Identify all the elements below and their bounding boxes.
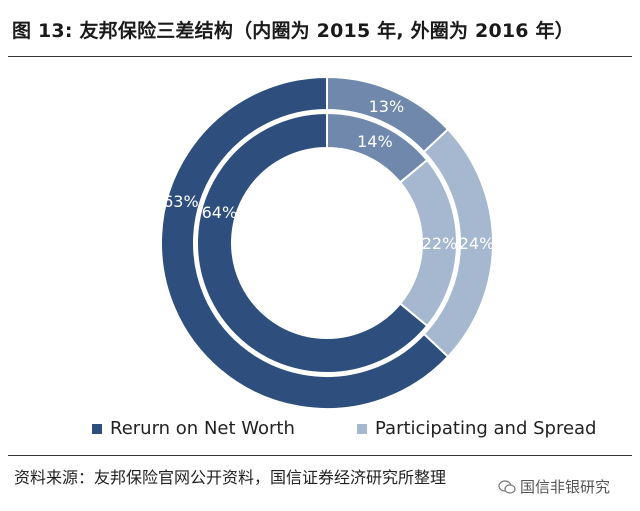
ring-separator	[194, 110, 460, 376]
legend-label-return-on-net-worth: Rerurn on Net Worth	[110, 418, 295, 439]
outer-ring-label-2: 13%	[369, 97, 405, 116]
title-divider	[8, 56, 632, 57]
chart-title: 图 13: 友邦保险三差结构（内圈为 2015 年, 外圈为 2016 年）	[12, 20, 574, 42]
footer-divider	[8, 455, 632, 456]
source-note: 资料来源：友邦保险官网公开资料，国信证券经济研究所整理	[14, 468, 447, 487]
legend-item-return-on-net-worth: Rerurn on Net Worth	[92, 418, 295, 439]
legend-swatch-return-on-net-worth	[92, 423, 102, 434]
wechat-icon	[498, 479, 516, 494]
inner-ring-label-0: 64%	[202, 203, 238, 222]
watermark: 国信非银研究	[498, 476, 610, 497]
inner-ring-label-1: 22%	[422, 234, 458, 253]
legend: Rerurn on Net Worth Participating and Sp…	[0, 418, 640, 444]
watermark-text: 国信非银研究	[520, 478, 611, 496]
legend-label-participating-and-spread: Participating and Spread	[375, 418, 597, 439]
inner-ring-slice-0	[196, 111, 429, 374]
inner-ring-label-2: 14%	[357, 132, 393, 151]
legend-swatch-participating-and-spread	[357, 423, 367, 434]
outer-ring-label-0: 63%	[163, 192, 199, 211]
legend-item-participating-and-spread: Participating and Spread	[357, 418, 596, 439]
outer-ring-label-1: 24%	[459, 234, 495, 253]
